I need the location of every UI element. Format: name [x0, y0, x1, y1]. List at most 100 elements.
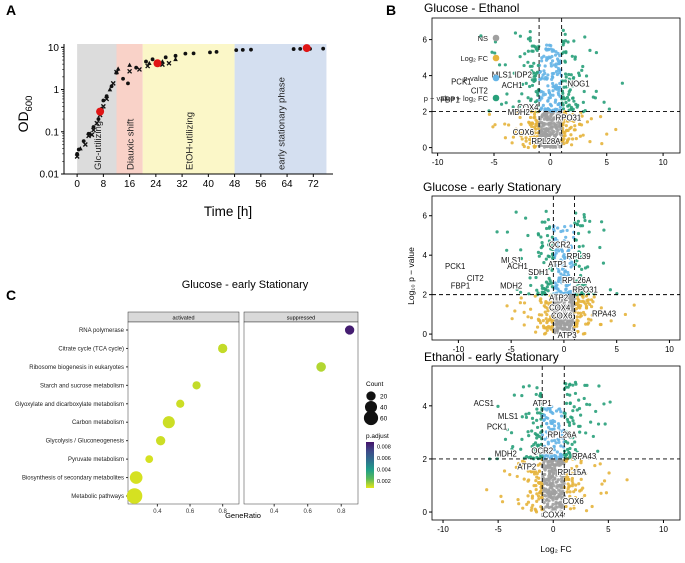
volcano-gene-point [541, 319, 545, 323]
volcano-gene-point [597, 384, 601, 388]
volcano-gene-point [572, 332, 576, 336]
volcano-gene-point [559, 486, 563, 490]
volcano-legend-label: p − value + log₂ FC [424, 94, 489, 103]
volcano-gene-point [548, 459, 552, 463]
enrichment-colorbar-tick-label: 0.006 [377, 456, 391, 462]
volcano-gene-point [569, 245, 574, 250]
volcano-gene-point [539, 430, 543, 435]
volcano-gene-point [510, 447, 514, 451]
enrichment-colorbar-tick-label: 0.002 [377, 479, 391, 485]
volcano-gene-point [577, 250, 581, 254]
volcano-gene-point [580, 289, 584, 294]
volcano-gene-point [585, 278, 590, 282]
enrichment-facet-frame [243, 321, 359, 505]
volcano-gene-point [518, 115, 522, 120]
volcano-gene-point [584, 509, 589, 513]
volcano-gene-point [536, 93, 540, 97]
volcano-gene-point [558, 105, 562, 109]
volcano-gene-point [539, 505, 543, 509]
volcano-gene-point [505, 427, 509, 432]
volcano-gene-point [531, 71, 535, 75]
enrichment-facet-label: suppressed [287, 316, 315, 322]
volcano-gene-point [553, 124, 557, 128]
volcano-gene-point [538, 70, 543, 74]
volcano-gene-point [519, 122, 523, 126]
volcano-gene-point [558, 493, 562, 497]
volcano-gene-point [579, 273, 583, 278]
volcano-x-tick-label: 10 [659, 158, 668, 167]
volcano-gene-point [554, 441, 558, 445]
volcano-gene-point [542, 459, 546, 464]
volcano-gene-point [577, 482, 581, 486]
growth-data-point [121, 76, 125, 81]
volcano-gene-point [565, 228, 569, 233]
volcano-gene-point [582, 396, 586, 401]
volcano-gene-point [549, 61, 553, 66]
volcano-gene-point [578, 430, 582, 434]
volcano-gene-point [568, 393, 572, 397]
volcano-gene-point [561, 43, 565, 47]
growth-curve-x-tick-label: 32 [177, 179, 189, 190]
volcano-gene-point [581, 244, 585, 248]
volcano-gene-point [577, 245, 581, 249]
volcano-gene-point [559, 305, 564, 309]
volcano-gene-point [556, 302, 560, 307]
volcano-gene-point [575, 302, 579, 306]
volcano-gene-point [532, 483, 536, 488]
volcano-gene-point [549, 44, 553, 48]
volcano-gene-point [579, 477, 583, 481]
volcano-gene-point [568, 490, 572, 494]
volcano-gene-point [538, 321, 543, 325]
volcano-gene-label: QCR2 [531, 447, 553, 456]
volcano-gene-point [566, 40, 570, 44]
enrichment-x-label: GeneRatio [225, 511, 261, 520]
volcano-gene-point [544, 317, 548, 321]
volcano-gene-point [575, 315, 579, 319]
volcano-gene-point [529, 138, 533, 142]
volcano-gene-point [531, 49, 535, 53]
volcano-gene-point [564, 75, 568, 79]
volcano-gene-point [576, 311, 580, 315]
volcano-gene-point [535, 411, 540, 415]
volcano-gene-point [603, 422, 607, 426]
volcano-gene-point [517, 502, 521, 506]
volcano-gene-point [547, 134, 551, 139]
volcano-gene-point [555, 300, 559, 304]
volcano-gene-label: CIT2 [467, 274, 484, 283]
volcano-gene-point [519, 290, 523, 294]
enrichment-x-tick-label: 0.4 [153, 509, 162, 515]
volcano-gene-point [562, 502, 566, 506]
volcano-gene-point [546, 454, 550, 458]
volcano-legend-label: p-value [463, 74, 488, 83]
volcano-gene-point [598, 462, 602, 466]
volcano-gene-point [577, 281, 581, 285]
volcano-gene-point [545, 422, 549, 426]
volcano-gene-point [556, 111, 560, 116]
enrichment-count-legend-dot [363, 410, 379, 426]
volcano-gene-point [552, 121, 556, 125]
volcano-gene-point [540, 437, 544, 441]
volcano-gene-point [572, 75, 576, 80]
volcano-gene-point [562, 307, 566, 311]
volcano-gene-point [573, 55, 577, 59]
volcano-gene-label: ATP2 [517, 463, 536, 472]
volcano-gene-point [575, 450, 579, 454]
volcano-gene-point [496, 404, 500, 408]
volcano-gene-point [570, 466, 574, 471]
volcano-gene-point [553, 312, 557, 316]
volcano-gene-point [522, 144, 526, 149]
growth-curve-x-tick-label: 8 [101, 179, 107, 190]
volcano-gene-point [589, 304, 594, 309]
volcano-gene-point [519, 447, 523, 451]
volcano-gene-point [577, 406, 582, 411]
volcano-gene-point [546, 505, 550, 509]
growth-data-point-triangle [146, 60, 152, 66]
volcano-gene-point [550, 439, 554, 443]
volcano-gene-point [530, 496, 534, 500]
volcano-gene-point [560, 479, 565, 483]
volcano-gene-label: COX4 [517, 103, 539, 112]
volcano-gene-label: ATP2 [549, 294, 568, 303]
volcano-gene-point [538, 77, 542, 81]
volcano-gene-point [530, 64, 534, 68]
volcano-gene-point [550, 138, 554, 142]
